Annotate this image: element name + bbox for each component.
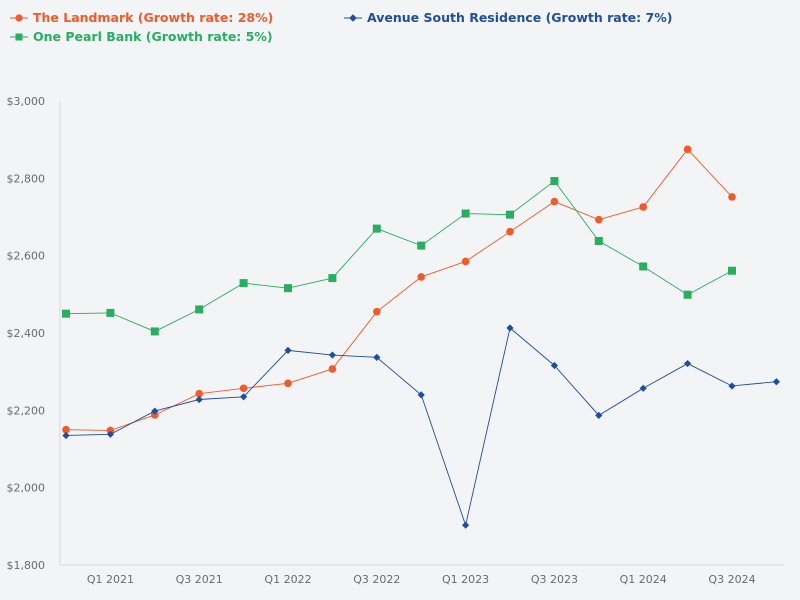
data-point[interactable] xyxy=(417,273,426,281)
data-point[interactable] xyxy=(595,215,603,224)
data-point[interactable] xyxy=(62,425,70,434)
data-point[interactable] xyxy=(195,305,204,314)
square-marker-icon xyxy=(10,33,28,40)
data-point[interactable] xyxy=(151,411,159,419)
y-axis-tick-labels: $1,800 $2,000 $2,200 $2,400 $2,600 $2,800 $3,0… xyxy=(7,95,46,572)
x-tick-label: Q3 2021 xyxy=(176,573,223,586)
data-point[interactable] xyxy=(462,521,470,529)
data-point[interactable] xyxy=(683,290,692,299)
series-line-the-landmark xyxy=(65,148,733,431)
data-point[interactable] xyxy=(639,384,647,392)
series-avenue-south-residence xyxy=(62,324,780,529)
y-tick-label: $2,800 xyxy=(7,172,46,185)
x-tick-label: Q3 2023 xyxy=(531,573,578,586)
data-point[interactable] xyxy=(594,236,603,245)
y-tick-label: $3,000 xyxy=(7,95,46,108)
x-tick-label: Q1 2023 xyxy=(442,573,489,586)
data-point[interactable] xyxy=(284,346,292,354)
series-the-landmark xyxy=(62,145,736,435)
data-point[interactable] xyxy=(595,411,603,419)
data-point[interactable] xyxy=(373,353,381,361)
data-point[interactable] xyxy=(328,274,337,283)
legend-label-one-pearl-bank: One Pearl Bank (Growth rate: 5%) xyxy=(33,29,273,44)
data-point[interactable] xyxy=(506,227,514,236)
data-point[interactable] xyxy=(461,257,470,266)
data-point[interactable] xyxy=(417,391,425,399)
data-point[interactable] xyxy=(240,393,248,401)
data-point[interactable] xyxy=(239,279,248,288)
data-point[interactable] xyxy=(284,284,292,293)
data-point[interactable] xyxy=(639,203,647,211)
legend-item-avenue-south-residence[interactable]: Avenue South Residence (Growth rate: 7%) xyxy=(344,10,672,25)
data-point[interactable] xyxy=(550,177,559,186)
data-point[interactable] xyxy=(195,389,203,398)
x-tick-label: Q1 2022 xyxy=(264,573,311,586)
legend: The Landmark (Growth rate: 28%) Avenue S… xyxy=(0,0,800,50)
data-point[interactable] xyxy=(417,241,426,250)
x-tick-label: Q3 2024 xyxy=(708,573,755,586)
data-point[interactable] xyxy=(683,145,692,154)
data-point[interactable] xyxy=(506,210,514,219)
x-axis-tick-labels: Q1 2021 Q3 2021 Q1 2022 Q3 2022 Q1 2023 Q3 20… xyxy=(87,573,756,586)
data-point[interactable] xyxy=(239,384,248,393)
y-tick-label: $2,000 xyxy=(7,482,46,495)
x-tick-label: Q1 2024 xyxy=(620,573,667,586)
y-tick-label: $2,400 xyxy=(7,327,46,340)
y-tick-label: $2,600 xyxy=(7,250,46,263)
data-point[interactable] xyxy=(461,209,470,218)
data-point[interactable] xyxy=(772,378,780,386)
series-line-one-pearl-bank xyxy=(65,180,733,332)
data-point[interactable] xyxy=(62,431,70,440)
data-point[interactable] xyxy=(195,395,203,404)
x-tick-label: Q3 2022 xyxy=(353,573,400,586)
data-point[interactable] xyxy=(372,224,381,233)
legend-item-one-pearl-bank[interactable]: One Pearl Bank (Growth rate: 5%) xyxy=(10,29,273,44)
data-point[interactable] xyxy=(106,308,115,317)
data-point[interactable] xyxy=(151,407,159,415)
series-layer xyxy=(62,145,780,529)
data-point[interactable] xyxy=(106,426,115,435)
x-tick-label: Q1 2021 xyxy=(87,573,134,586)
data-point[interactable] xyxy=(284,379,292,388)
data-point[interactable] xyxy=(506,324,514,332)
data-point[interactable] xyxy=(550,361,558,370)
data-point[interactable] xyxy=(328,365,337,373)
data-point[interactable] xyxy=(106,430,114,438)
legend-item-the-landmark[interactable]: The Landmark (Growth rate: 28%) xyxy=(10,10,273,25)
y-tick-label: $2,200 xyxy=(7,404,46,417)
data-point[interactable] xyxy=(639,262,648,271)
legend-label-the-landmark: The Landmark (Growth rate: 28%) xyxy=(33,10,274,25)
data-point[interactable] xyxy=(150,327,159,336)
circle-marker-icon xyxy=(10,13,28,22)
series-one-pearl-bank xyxy=(62,177,736,336)
diamond-marker-icon xyxy=(344,13,362,22)
data-point[interactable] xyxy=(684,359,692,368)
data-point[interactable] xyxy=(328,351,336,359)
data-point[interactable] xyxy=(728,382,736,390)
data-point[interactable] xyxy=(550,197,559,206)
legend-label-avenue-south-residence: Avenue South Residence (Growth rate: 7%) xyxy=(367,10,673,25)
data-point[interactable] xyxy=(62,309,70,318)
data-point[interactable] xyxy=(373,307,381,316)
y-tick-label: $1,800 xyxy=(7,559,46,572)
data-point[interactable] xyxy=(728,266,736,275)
data-point[interactable] xyxy=(728,193,736,201)
series-line-avenue-south-residence xyxy=(65,327,777,527)
